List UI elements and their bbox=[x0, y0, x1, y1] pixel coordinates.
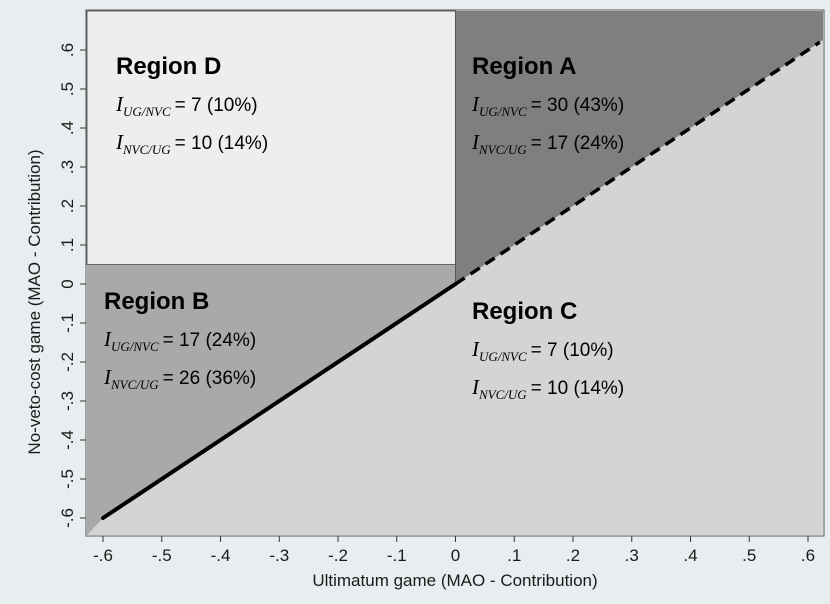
x-tick-label: .3 bbox=[625, 546, 639, 565]
region-labels-layer: Region D IUG/NVC = 7 (10%) INVC/UG = 10 (14%… bbox=[103, 53, 624, 402]
region-a-stat-2: INVC/UG = 17 (24%) bbox=[471, 130, 624, 157]
x-tick-label: -.6 bbox=[93, 546, 113, 565]
region-b-stat-2: INVC/UG = 26 (36%) bbox=[103, 365, 256, 392]
region-b-corner bbox=[87, 518, 103, 535]
y-tick-label: .5 bbox=[58, 82, 77, 96]
x-tick-label: -.1 bbox=[387, 546, 407, 565]
region-d-stat-1: IUG/NVC = 7 (10%) bbox=[115, 92, 258, 119]
x-tick-label: -.5 bbox=[152, 546, 172, 565]
region-c-title: Region C bbox=[472, 298, 577, 325]
x-tick-label: .1 bbox=[507, 546, 521, 565]
y-tick-label: .6 bbox=[58, 43, 77, 57]
axes-layer: -.6 -.5 -.4 -.3 -.2 -.1 0 .1 .2 .3 .4 .5 .6 -.6 -.5 -.4… bbox=[58, 43, 815, 565]
y-tick-label: 0 bbox=[58, 279, 77, 288]
y-tick-label: .2 bbox=[58, 199, 77, 213]
x-tick-label: .4 bbox=[683, 546, 697, 565]
diagonal-dashed-line bbox=[454, 40, 821, 286]
x-tick-label: .2 bbox=[566, 546, 580, 565]
x-tick-label: -.3 bbox=[269, 546, 289, 565]
y-tick-label: -.6 bbox=[58, 508, 77, 528]
x-tick-label: .6 bbox=[801, 546, 815, 565]
y-tick-label: .3 bbox=[58, 160, 77, 174]
y-tick-label: -.5 bbox=[58, 469, 77, 489]
x-tick-label: -.2 bbox=[328, 546, 348, 565]
y-tick-label: -.3 bbox=[58, 391, 77, 411]
y-tick-label: -.4 bbox=[58, 430, 77, 450]
region-d-area bbox=[86, 10, 456, 265]
y-tick-label: .4 bbox=[58, 121, 77, 135]
region-c-stat-1: IUG/NVC = 7 (10%) bbox=[471, 337, 614, 364]
x-tick-label: .5 bbox=[742, 546, 756, 565]
region-c-stat-2: INVC/UG = 10 (14%) bbox=[471, 375, 624, 402]
diagonal-layer bbox=[101, 40, 821, 520]
y-tick-label: -.2 bbox=[58, 352, 77, 372]
region-b-stat-1: IUG/NVC = 17 (24%) bbox=[103, 327, 256, 354]
region-b-title: Region B bbox=[104, 288, 209, 315]
x-axis-title: Ultimatum game (MAO - Contribution) bbox=[312, 571, 597, 590]
y-tick-label: .1 bbox=[58, 238, 77, 252]
diagonal-solid-line bbox=[101, 282, 458, 520]
x-tick-label: 0 bbox=[451, 546, 460, 565]
x-tick-label: -.4 bbox=[211, 546, 231, 565]
region-a-area bbox=[455, 11, 823, 284]
y-axis-title: No-veto-cost game (MAO - Contribution) bbox=[25, 149, 44, 454]
region-d-title: Region D bbox=[116, 53, 221, 80]
region-a-title: Region A bbox=[472, 53, 576, 80]
region-d-stat-2: INVC/UG = 10 (14%) bbox=[115, 130, 268, 157]
y-tick-label: -.1 bbox=[58, 313, 77, 333]
region-a-stat-1: IUG/NVC = 30 (43%) bbox=[471, 92, 624, 119]
